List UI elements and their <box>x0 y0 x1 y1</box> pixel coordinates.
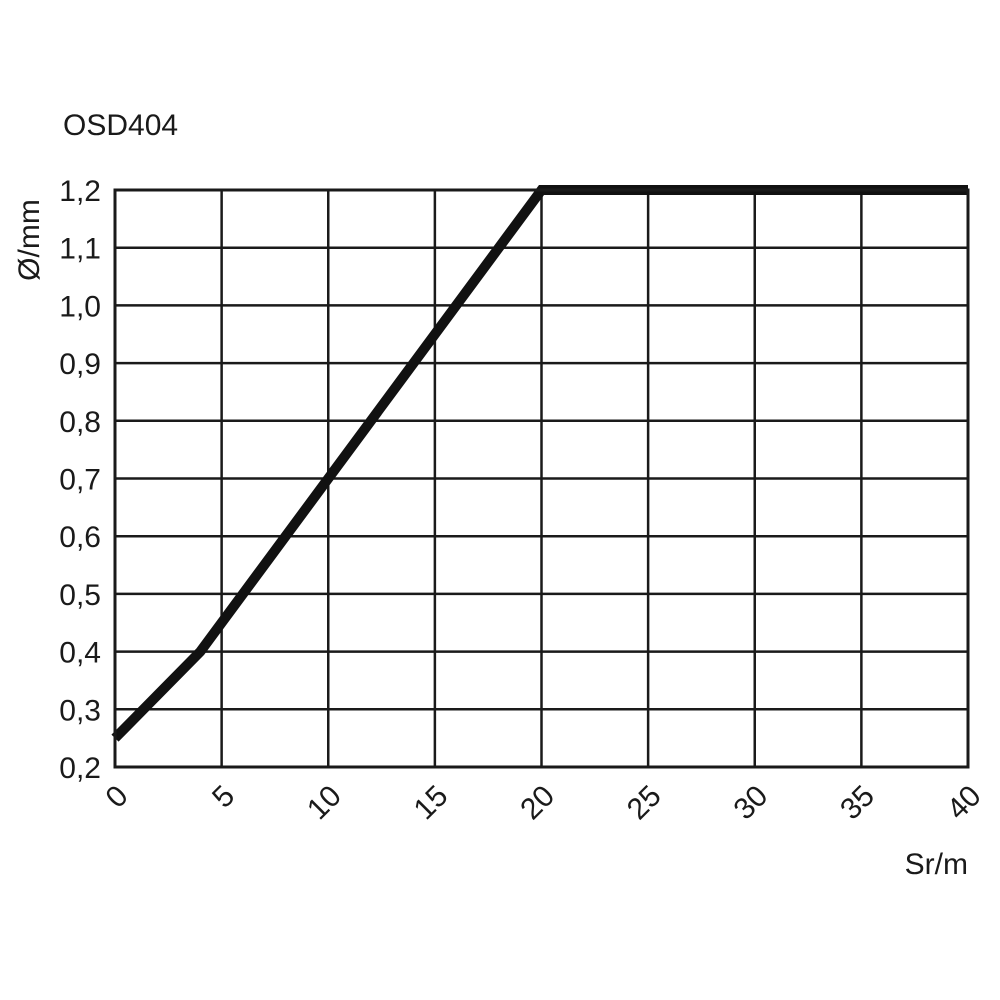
x-tick-label: 30 <box>727 779 774 826</box>
x-tick-labels: 0 5 10 15 20 25 30 35 40 <box>100 779 988 826</box>
y-tick-label: 1,2 <box>59 175 101 208</box>
x-tick-label: 20 <box>514 779 561 826</box>
x-tick-label: 10 <box>301 779 348 826</box>
y-tick-label: 1,1 <box>59 233 101 266</box>
y-tick-label: 0,8 <box>59 406 101 439</box>
x-tick-label: 25 <box>621 779 668 826</box>
y-tick-label: 0,9 <box>59 348 101 381</box>
x-axis-label: Sr/m <box>905 848 968 881</box>
grid <box>113 188 970 769</box>
chart-title: OSD404 <box>63 109 178 142</box>
y-tick-label: 1,0 <box>59 290 101 323</box>
y-tick-labels: 0,2 0,3 0,4 0,5 0,6 0,7 0,8 0,9 1,0 1,1 1,2 <box>59 175 101 785</box>
y-tick-label: 0,2 <box>59 752 101 785</box>
y-tick-label: 0,5 <box>59 579 101 612</box>
x-tick-label: 0 <box>100 779 135 814</box>
x-tick-label: 15 <box>408 779 455 826</box>
y-tick-label: 0,7 <box>59 464 101 497</box>
x-tick-label: 35 <box>834 779 881 826</box>
y-tick-label: 0,6 <box>59 521 101 554</box>
y-axis-label: Ø/mm <box>13 199 46 281</box>
plot-frame <box>113 188 970 769</box>
y-tick-label: 0,4 <box>59 637 101 670</box>
x-tick-label: 5 <box>206 779 241 814</box>
y-tick-label: 0,3 <box>59 694 101 727</box>
x-tick-label: 40 <box>941 779 988 826</box>
